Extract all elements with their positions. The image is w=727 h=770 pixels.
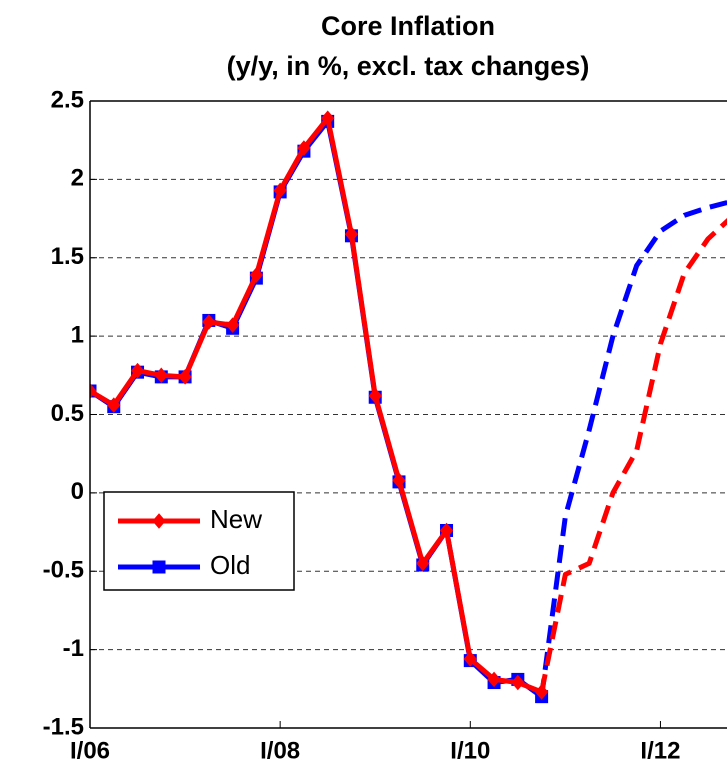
marker — [273, 182, 287, 199]
grid — [90, 100, 727, 729]
marker — [487, 671, 501, 688]
y-tick-label: 0 — [71, 478, 84, 505]
marker — [534, 684, 549, 700]
forecast-line — [539, 199, 727, 697]
y-tick-label: 2 — [71, 165, 84, 192]
y-tick-label: 2.5 — [51, 86, 84, 113]
marker — [416, 555, 430, 572]
marker — [152, 560, 166, 574]
y-tick-label: 0.5 — [51, 400, 84, 427]
x-tick-label: I/08 — [260, 737, 300, 764]
y-tick-label: 1.5 — [51, 243, 84, 270]
marker — [178, 369, 192, 385]
chart-title: Core Inflation — [321, 11, 495, 41]
marker — [249, 267, 264, 283]
marker — [297, 140, 311, 156]
marker — [463, 651, 477, 667]
y-tick-label: 1 — [71, 321, 84, 348]
chart-subtitle: (y/y, in %, excl. tax changes) — [227, 51, 590, 81]
legend-label: New — [210, 504, 262, 534]
plot-area — [90, 110, 727, 704]
legend-box — [103, 491, 295, 591]
x-tick-label: I/06 — [70, 737, 110, 764]
marker — [130, 362, 145, 379]
series-line — [90, 115, 543, 695]
marker — [90, 383, 97, 399]
marker — [344, 226, 359, 243]
marker — [107, 397, 121, 413]
marker — [202, 314, 216, 330]
marker — [152, 513, 166, 529]
y-tick-label: -1.5 — [43, 713, 84, 740]
marker — [392, 472, 406, 489]
series-line — [90, 118, 544, 699]
marker — [511, 674, 525, 691]
y-tick-label: -1 — [63, 635, 84, 662]
marker — [154, 367, 168, 384]
y-tick-label: -0.5 — [43, 557, 84, 584]
x-tick-label: I/12 — [640, 737, 680, 764]
marker — [225, 317, 240, 333]
marker — [439, 522, 454, 539]
axes: 2.5 2 1.5 1 0.5 0 -0.5 -1 -1.5I/06 I/08 I/10 I/12 — [43, 86, 727, 764]
x-tick-label: I/10 — [450, 737, 490, 764]
marker — [368, 387, 382, 404]
marker — [321, 110, 335, 127]
legend: New Old — [103, 491, 295, 591]
forecast-line — [539, 217, 727, 693]
legend-label: Old — [210, 550, 250, 580]
